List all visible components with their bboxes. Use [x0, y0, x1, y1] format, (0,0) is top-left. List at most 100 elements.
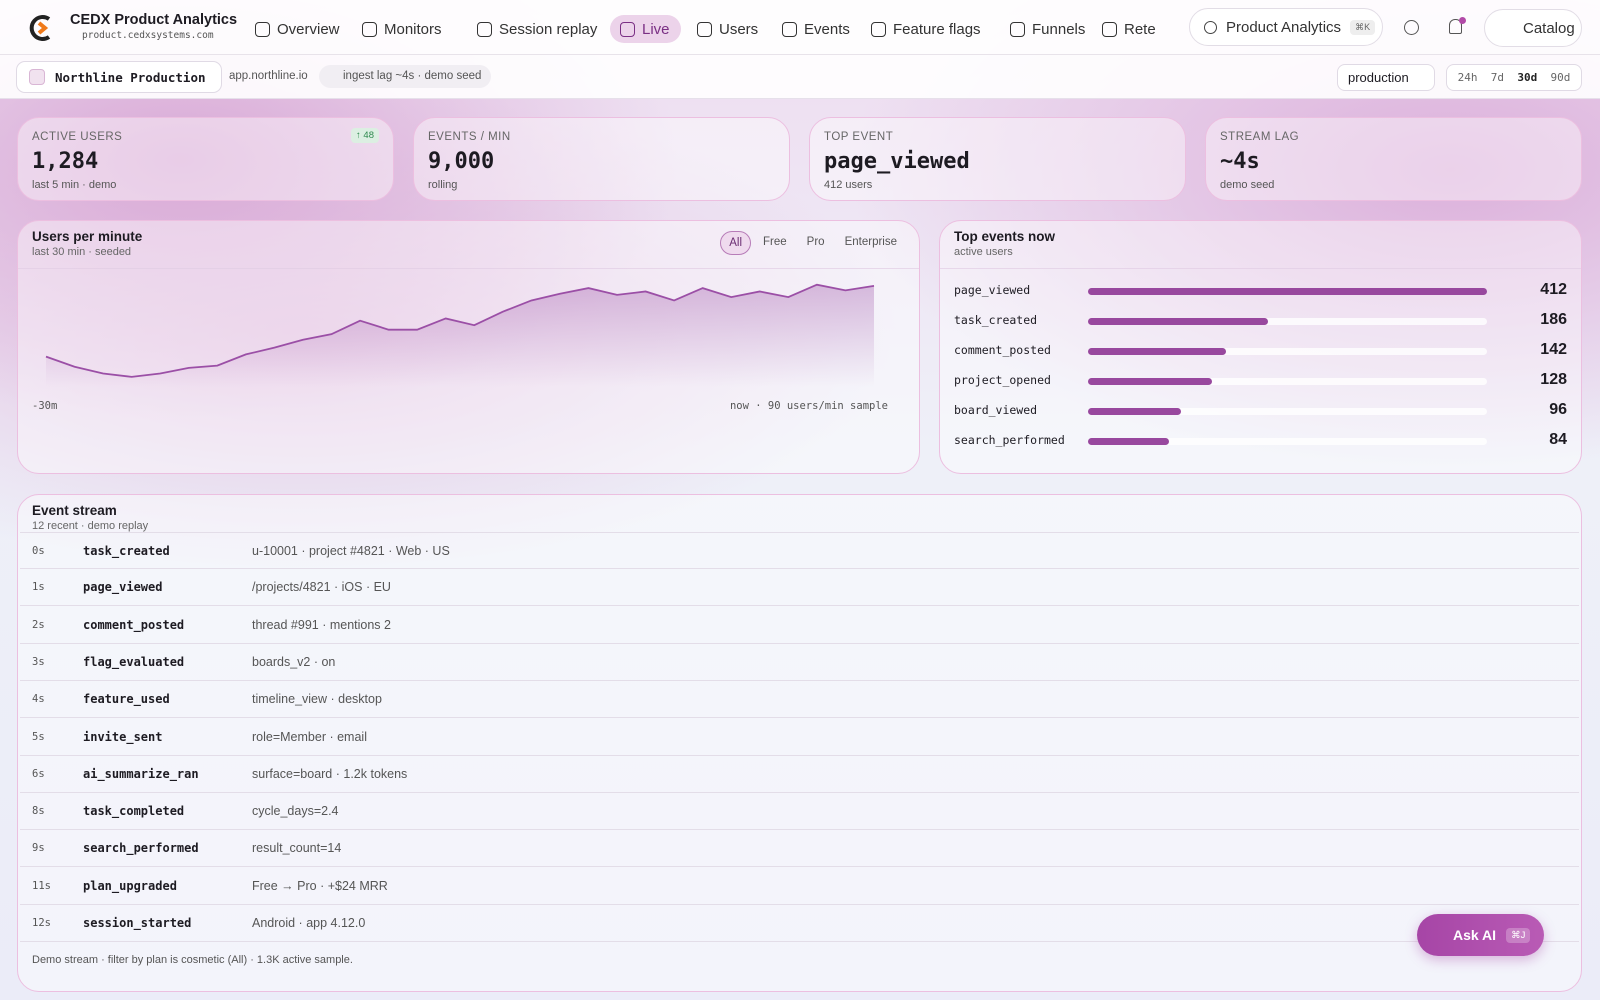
- filter[interactable]: Pro: [806, 236, 825, 248]
- kpi-sub: rolling: [428, 179, 458, 191]
- stream-row[interactable]: 2s comment_posted thread #991 · mentions 2: [20, 607, 1579, 644]
- nav-label: Monitors: [384, 20, 442, 38]
- event-time: 5s: [32, 730, 45, 743]
- kpi-value: 9,000: [428, 149, 495, 174]
- divider: [18, 268, 919, 269]
- event-name: task_created: [83, 543, 170, 558]
- bar-value: 412: [1540, 281, 1567, 298]
- bar-label: board_viewed: [954, 403, 1038, 417]
- event-name: page_viewed: [83, 580, 163, 595]
- help-button[interactable]: [1404, 20, 1419, 35]
- event-time: 3s: [32, 655, 45, 668]
- ask-ai-shortcut: ⌘J: [1506, 927, 1531, 943]
- stream-row[interactable]: 6s ai_summarize_ran surface=board · 1.2k t…: [20, 756, 1579, 793]
- event-time: 6s: [32, 767, 45, 780]
- bar-label: comment_posted: [954, 343, 1051, 357]
- notifications[interactable]: [1449, 19, 1462, 34]
- nav-item[interactable]: Session replay: [467, 15, 608, 43]
- bar: [1088, 288, 1487, 295]
- nav-item[interactable]: Users: [687, 15, 769, 43]
- nav-label: Session replay: [499, 20, 598, 38]
- chart-card: Users per minute last 30 min · seeded All F…: [17, 220, 920, 474]
- chart-subtitle: last 30 min · seeded: [32, 246, 132, 258]
- stream-row[interactable]: 12s session_started Android · app 4.12.0: [20, 905, 1579, 942]
- project-select[interactable]: Northline Production: [16, 61, 222, 93]
- range-option[interactable]: 30d: [1517, 71, 1538, 84]
- bar: [1088, 438, 1170, 445]
- filter[interactable]: All: [720, 231, 752, 255]
- event-name: invite_sent: [83, 729, 163, 744]
- stream-row[interactable]: 4s feature_used timeline_view · desktop: [20, 681, 1579, 719]
- event-name: search_performed: [83, 841, 199, 856]
- nav-icon: [782, 21, 797, 37]
- search[interactable]: Product Analytics ⌘K: [1189, 8, 1383, 46]
- bar-label: search_performed: [954, 433, 1065, 447]
- nav-item[interactable]: Monitors: [352, 15, 453, 43]
- bar-track: [1088, 408, 1487, 415]
- event-detail: thread #991 · mentions 2: [252, 617, 391, 632]
- event-name: ai_summarize_ran: [83, 766, 199, 781]
- event-detail: /projects/4821 · iOS · EU: [252, 580, 391, 595]
- stream-row[interactable]: 9s search_performed result_count=14: [20, 830, 1579, 868]
- event-detail: role=Member · email: [252, 729, 367, 744]
- event-time: 0s: [32, 544, 45, 557]
- range-option[interactable]: 90d: [1550, 71, 1571, 84]
- chart-subtitle: active users: [954, 246, 1013, 258]
- host: app.northline.io: [229, 70, 308, 82]
- range-option[interactable]: 24h: [1457, 71, 1478, 84]
- back-button[interactable]: Catalog: [1484, 9, 1582, 47]
- x-start-label: -30m: [32, 400, 57, 412]
- area: [46, 284, 874, 387]
- nav-items: Overview Monitors Session replay Live Users E…: [245, 0, 1180, 55]
- bar-value: 186: [1540, 311, 1567, 328]
- nav-item[interactable]: Live: [610, 15, 681, 43]
- range-group: 24h 7d 30d 90d: [1446, 64, 1582, 91]
- bar-label: task_created: [954, 313, 1038, 327]
- event-name: task_completed: [83, 804, 185, 819]
- event-detail: cycle_days=2.4: [252, 804, 339, 819]
- event-detail: result_count=14: [252, 841, 342, 856]
- stream-row[interactable]: 3s flag_evaluated boards_v2 · on: [20, 644, 1579, 681]
- nav-icon: [871, 21, 886, 37]
- nav-item[interactable]: Events: [772, 15, 861, 43]
- range-option[interactable]: 7d: [1490, 71, 1505, 84]
- event-detail: Free → Pro · +$24 MRR: [252, 878, 388, 893]
- nav-icon: [1010, 21, 1025, 37]
- nav-icon: [362, 21, 377, 37]
- nav-label: Feature flags: [893, 20, 981, 38]
- env-select[interactable]: production: [1337, 64, 1435, 91]
- event-time: 8s: [32, 805, 45, 818]
- stream-row[interactable]: 11s plan_upgraded Free → Pro · +$24 MRR: [20, 868, 1579, 905]
- stream-row[interactable]: 5s invite_sent role=Member · email: [20, 719, 1579, 756]
- kpi-sub: last 5 min · demo: [32, 179, 117, 191]
- nav-label: Events: [804, 20, 850, 38]
- stream-row[interactable]: 8s task_completed cycle_days=2.4: [20, 793, 1579, 831]
- toolbar: Northline Production app.northline.io inge…: [0, 55, 1600, 99]
- project-icon: [29, 69, 45, 85]
- event-time: 4s: [32, 693, 45, 706]
- bar: [1088, 318, 1269, 325]
- bar-label: project_opened: [954, 373, 1051, 387]
- stream-row[interactable]: 1s page_viewed/projects/4821 · iOS · EU: [20, 569, 1579, 607]
- event-time: 9s: [32, 842, 45, 855]
- event-time: 11s: [32, 879, 51, 892]
- x-end-label: now · 90 users/min sample: [730, 400, 888, 412]
- kpi-card: ACTIVE USERS 1,284 last 5 min · demo ↑ 48: [17, 117, 394, 201]
- logo: [29, 15, 51, 41]
- nav-item[interactable]: Overview: [245, 15, 351, 43]
- ask-ai-button[interactable]: Ask AI ⌘J: [1417, 914, 1544, 956]
- project-name: Northline Production: [55, 69, 206, 85]
- nav-item[interactable]: Funnels: [1000, 15, 1096, 43]
- nav-label: Overview: [277, 20, 340, 38]
- nav-icon: [477, 21, 492, 37]
- kpi-value: page_viewed: [824, 149, 970, 174]
- ingest-status: ingest lag ~4s · demo seed: [319, 65, 492, 88]
- stream-row[interactable]: 0s task_created u-10001 · project #4821 · …: [20, 532, 1579, 569]
- nav-item[interactable]: Feature flags: [861, 15, 992, 43]
- nav-item[interactable]: Rete: [1092, 15, 1167, 43]
- filter[interactable]: Free: [763, 236, 787, 248]
- bar: [1088, 348, 1226, 355]
- stream-title: Event stream: [32, 503, 117, 518]
- nav-icon: [697, 21, 712, 37]
- filter[interactable]: Enterprise: [844, 236, 897, 248]
